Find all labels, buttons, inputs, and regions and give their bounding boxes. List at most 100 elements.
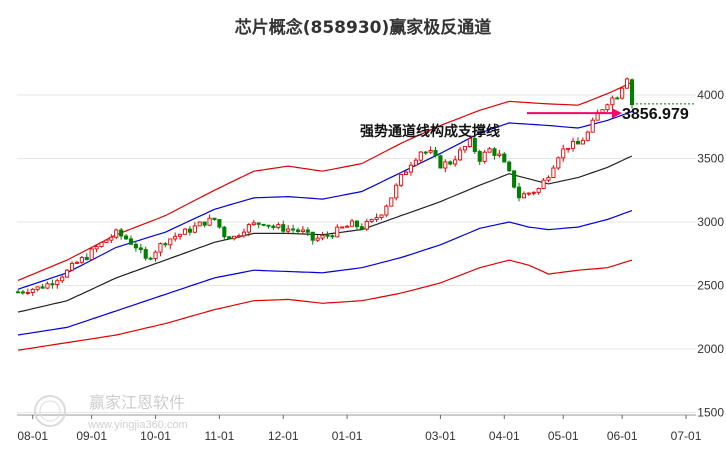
candle-body bbox=[182, 228, 188, 235]
candle-body bbox=[246, 224, 251, 233]
candle-body bbox=[217, 219, 222, 228]
candle-body bbox=[629, 79, 635, 106]
candle-body bbox=[408, 164, 414, 173]
x-tick-label: 10-01 bbox=[140, 429, 171, 443]
candle-body bbox=[187, 228, 192, 233]
candle-body bbox=[433, 150, 438, 157]
x-axis: 08-01 09-01 10-01 11-01 12-01 01-01 03-01 04-01… bbox=[17, 415, 702, 443]
candle-body bbox=[84, 256, 89, 260]
candle-body bbox=[69, 262, 75, 271]
candlestick-series bbox=[15, 77, 696, 296]
candle-body bbox=[60, 276, 65, 282]
inner-upper-band bbox=[17, 110, 633, 290]
candle-body bbox=[585, 131, 590, 141]
candle-body bbox=[20, 291, 25, 294]
candle-body bbox=[349, 220, 355, 227]
candle-body bbox=[556, 157, 561, 169]
candle-body bbox=[124, 235, 129, 240]
candle-body bbox=[575, 140, 581, 145]
candle-body bbox=[192, 225, 197, 233]
candle-body bbox=[114, 229, 119, 238]
candle-body bbox=[620, 87, 625, 99]
candle-body bbox=[507, 161, 512, 172]
candle-body bbox=[65, 269, 70, 278]
candle-body bbox=[561, 148, 566, 159]
candle-body bbox=[605, 104, 610, 111]
candle-body bbox=[502, 153, 507, 163]
candle-body bbox=[207, 217, 212, 226]
candle-body bbox=[477, 151, 482, 162]
candle-body bbox=[566, 147, 571, 150]
y-tick-label: 4000 bbox=[697, 88, 724, 102]
candle-body bbox=[531, 191, 536, 194]
candle-body bbox=[173, 235, 178, 240]
x-tick-label: 08-01 bbox=[17, 429, 48, 443]
candle-body bbox=[99, 241, 104, 248]
candle-body bbox=[418, 151, 423, 161]
candle-body bbox=[615, 97, 620, 100]
candle-body bbox=[143, 249, 148, 259]
candle-body bbox=[310, 231, 315, 241]
x-tick-label: 06-01 bbox=[607, 429, 638, 443]
candle-body bbox=[35, 286, 40, 290]
candle-body bbox=[153, 251, 158, 260]
candle-body bbox=[281, 224, 286, 232]
x-tick-label: 09-01 bbox=[76, 429, 107, 443]
candle-body bbox=[482, 151, 487, 162]
candle-body bbox=[55, 280, 60, 285]
candle-body bbox=[286, 228, 291, 232]
candle-body bbox=[45, 283, 50, 289]
candle-body bbox=[526, 192, 531, 195]
inner-lower-band bbox=[17, 210, 633, 336]
outer-lower-band bbox=[17, 259, 633, 351]
watermark-logo bbox=[34, 395, 66, 427]
candle-body bbox=[364, 220, 369, 230]
candle-body bbox=[394, 184, 399, 199]
candle-body bbox=[462, 145, 468, 151]
candle-body bbox=[521, 193, 526, 199]
candle-body bbox=[241, 231, 247, 237]
candle-body bbox=[158, 243, 163, 253]
y-tick-label: 2000 bbox=[697, 342, 724, 356]
annotation-value: 3856.979 bbox=[622, 106, 689, 123]
candle-body bbox=[109, 236, 114, 241]
candle-body bbox=[74, 261, 79, 264]
candle-body bbox=[571, 140, 576, 149]
candle-body bbox=[271, 225, 276, 228]
candle-body bbox=[266, 224, 271, 227]
candle-body bbox=[315, 237, 320, 241]
candle-body bbox=[128, 238, 134, 245]
candle-body bbox=[354, 220, 359, 228]
candle-body bbox=[399, 174, 404, 186]
candle-body bbox=[305, 229, 310, 233]
x-tick-label: 07-01 bbox=[671, 429, 702, 443]
y-tick-label: 2500 bbox=[697, 278, 724, 292]
candle-body bbox=[472, 138, 477, 152]
x-tick-label: 01-01 bbox=[332, 429, 363, 443]
candle-body bbox=[30, 288, 35, 293]
support-annotation: 强势通道线构成支撑线 3856.979 bbox=[360, 106, 689, 140]
candle-body bbox=[202, 221, 207, 226]
annotation-label: 强势通道线构成支撑线 bbox=[360, 123, 500, 140]
candle-body bbox=[610, 97, 615, 106]
y-tick-label: 1500 bbox=[697, 405, 724, 419]
candle-body bbox=[487, 148, 492, 153]
candle-body bbox=[546, 177, 551, 181]
x-tick-label: 03-01 bbox=[425, 429, 456, 443]
candle-body bbox=[369, 219, 374, 222]
y-tick-label: 3500 bbox=[697, 152, 724, 166]
candle-body bbox=[458, 149, 463, 161]
candle-body bbox=[389, 197, 394, 207]
candle-body bbox=[423, 151, 428, 154]
candle-body bbox=[148, 257, 153, 260]
candle-body bbox=[335, 226, 340, 238]
candle-body bbox=[497, 153, 502, 156]
watermark: 赢家江恩软件 www.yingjia360.com bbox=[34, 393, 188, 431]
watermark-url: www.yingjia360.com bbox=[87, 419, 188, 431]
candle-body bbox=[359, 226, 364, 230]
candle-body bbox=[133, 243, 138, 249]
candle-body bbox=[251, 222, 256, 226]
candle-body bbox=[379, 214, 384, 218]
candle-body bbox=[384, 205, 389, 216]
candle-body bbox=[163, 243, 168, 246]
